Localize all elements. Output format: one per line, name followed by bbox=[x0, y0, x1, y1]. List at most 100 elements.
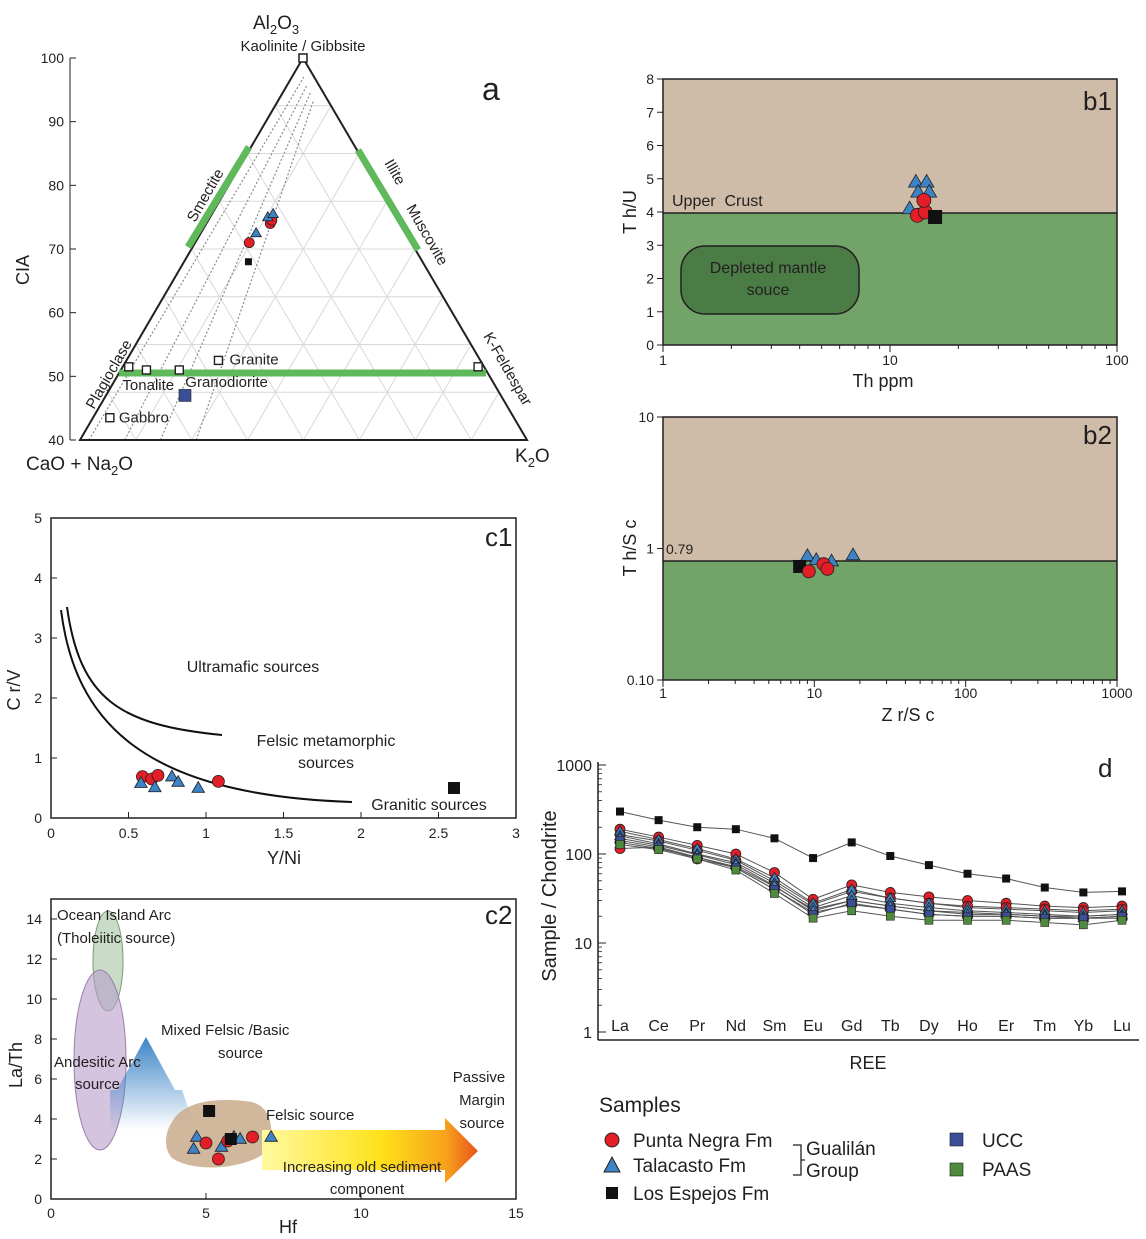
legend-label-paas: PAAS bbox=[982, 1160, 1031, 1181]
d-point bbox=[886, 911, 895, 921]
c1-boundary-upper bbox=[66, 606, 223, 736]
edge-label-illite: Illite bbox=[381, 157, 409, 189]
c1-y-tick: 0 bbox=[34, 810, 42, 826]
c2-x-tick: 10 bbox=[353, 1205, 369, 1221]
b1-y-tick: 5 bbox=[646, 171, 654, 187]
illite-muscovite-band bbox=[354, 148, 422, 252]
weathering-trend bbox=[124, 84, 308, 441]
d-series-line bbox=[619, 830, 1123, 914]
d-point bbox=[1001, 915, 1011, 925]
d-point bbox=[731, 825, 740, 834]
b1-y-tick: 0 bbox=[646, 337, 654, 353]
b1-y-tick: 7 bbox=[646, 104, 654, 120]
b2-upper-region bbox=[663, 417, 1117, 561]
c1-x-tick: 0 bbox=[47, 825, 55, 841]
cia-axis-title: CIA bbox=[13, 255, 33, 285]
b1-y-tick: 8 bbox=[646, 71, 654, 87]
grid-line bbox=[135, 105, 332, 441]
d-x-tick: Tb bbox=[881, 1018, 900, 1035]
smectite-band bbox=[185, 145, 252, 249]
legend-marker-paas bbox=[949, 1162, 964, 1177]
c2-y-tick: 10 bbox=[26, 991, 42, 1007]
panel-c1: 0 0.5 1 1.5 2 2.5 3 0 1 2 3 4 5 Ultramafic sources F… bbox=[4, 510, 520, 868]
d-x-tick: La bbox=[611, 1018, 629, 1035]
legend: Samples Punta Negra Fm Talacasto Fm Los … bbox=[599, 1094, 1031, 1205]
d-point bbox=[615, 840, 625, 849]
panel-label-a: a bbox=[482, 71, 500, 107]
c1-axis-ticks: 0 0.5 1 1.5 2 2.5 3 0 1 2 3 4 5 bbox=[34, 510, 520, 841]
d-point bbox=[847, 898, 856, 908]
d-x-tick: Ce bbox=[648, 1018, 669, 1035]
d-point bbox=[809, 854, 818, 863]
d-point bbox=[847, 906, 856, 916]
legend-group-bracket bbox=[793, 1144, 805, 1176]
margin-label: Margin bbox=[459, 1092, 505, 1109]
b1-y-tick: 3 bbox=[646, 237, 654, 253]
panel-d: 1 10 100 1000 La Ce Pr Nd Sm Eu Gd Tb Dy Ho Er Tm Yb Lu d… bbox=[539, 753, 1139, 1073]
c1-region-granitic: Granitic sources bbox=[371, 797, 487, 814]
d-x-tick: Sm bbox=[762, 1018, 786, 1035]
b1-y-tick: 4 bbox=[646, 204, 654, 220]
panel-label-b1: b1 bbox=[1083, 86, 1112, 116]
apex-top-marker bbox=[298, 53, 308, 63]
c2-point bbox=[199, 1136, 213, 1150]
c1-point bbox=[211, 775, 225, 788]
d-point bbox=[1118, 887, 1126, 896]
ternary-point bbox=[243, 237, 255, 249]
d-point bbox=[963, 915, 972, 925]
passive-source-label: source bbox=[459, 1115, 504, 1132]
d-point bbox=[770, 889, 779, 898]
felsic-source-label: Felsic source bbox=[266, 1107, 354, 1124]
c2-point bbox=[264, 1129, 279, 1142]
edge-label-k-feldspar: K-Feldespar bbox=[480, 330, 536, 409]
feldspar-endmember-marker bbox=[124, 362, 134, 372]
ternary-point bbox=[178, 389, 192, 402]
c1-x-tick: 3 bbox=[512, 825, 520, 841]
d-x-tick: Pr bbox=[689, 1018, 706, 1035]
grid-line bbox=[135, 344, 193, 441]
c2-point bbox=[211, 1152, 225, 1166]
grid-line bbox=[358, 296, 444, 441]
d-y-title: Sample / Chondrite bbox=[539, 810, 561, 981]
cia-tick-label: 80 bbox=[48, 177, 64, 193]
c1-x-title: Y/Ni bbox=[267, 848, 301, 868]
c1-region-ultramafic: Ultramafic sources bbox=[187, 659, 319, 676]
c1-point bbox=[448, 782, 460, 794]
c2-y-tick: 2 bbox=[34, 1151, 42, 1167]
d-x-tick: Dy bbox=[919, 1018, 939, 1035]
d-series-line bbox=[619, 834, 1123, 912]
b1-x-tick: 1 bbox=[659, 352, 667, 368]
b1-x-tick: 10 bbox=[882, 352, 898, 368]
d-series-line bbox=[619, 835, 1123, 917]
c2-point bbox=[189, 1129, 204, 1142]
c2-points bbox=[186, 1105, 279, 1166]
cia-axis-ticks: 40 50 60 70 80 90 100 bbox=[41, 50, 76, 448]
c2-x-tick: 15 bbox=[508, 1205, 524, 1221]
panel-c2: 0 5 10 15 0 2 4 6 8 10 12 14 Ocean Island Arc (Thol… bbox=[6, 898, 524, 1237]
mineral-markers: Granite Tonalite Granodiorite Gabbro bbox=[105, 351, 483, 427]
ternary-sample-points bbox=[178, 207, 280, 402]
d-x-tick: Er bbox=[998, 1018, 1015, 1035]
d-point bbox=[963, 869, 972, 878]
grid-line bbox=[163, 296, 249, 441]
d-point bbox=[847, 838, 856, 847]
c1-y-tick: 5 bbox=[34, 510, 42, 526]
d-point bbox=[616, 807, 624, 816]
b1-x-tick: 100 bbox=[1105, 352, 1129, 368]
d-series-line bbox=[619, 828, 1123, 909]
c2-x-title: Hf bbox=[279, 1217, 298, 1237]
c1-x-tick: 1 bbox=[202, 825, 210, 841]
b1-point bbox=[918, 173, 935, 188]
c1-point bbox=[171, 774, 186, 787]
grid-line bbox=[107, 391, 137, 441]
b2-lower-region bbox=[663, 561, 1117, 680]
c2-y-tick: 14 bbox=[26, 911, 42, 927]
b2-y-title: T h/S c bbox=[620, 520, 640, 577]
c1-boundary-lower bbox=[60, 609, 353, 803]
panel-label-b2: b2 bbox=[1083, 420, 1112, 450]
legend-label-punta-negra: Punta Negra Fm bbox=[633, 1131, 772, 1152]
grid-line bbox=[191, 248, 304, 441]
mineral-label: Granodiorite bbox=[185, 374, 268, 391]
c1-x-tick: 0.5 bbox=[119, 825, 139, 841]
